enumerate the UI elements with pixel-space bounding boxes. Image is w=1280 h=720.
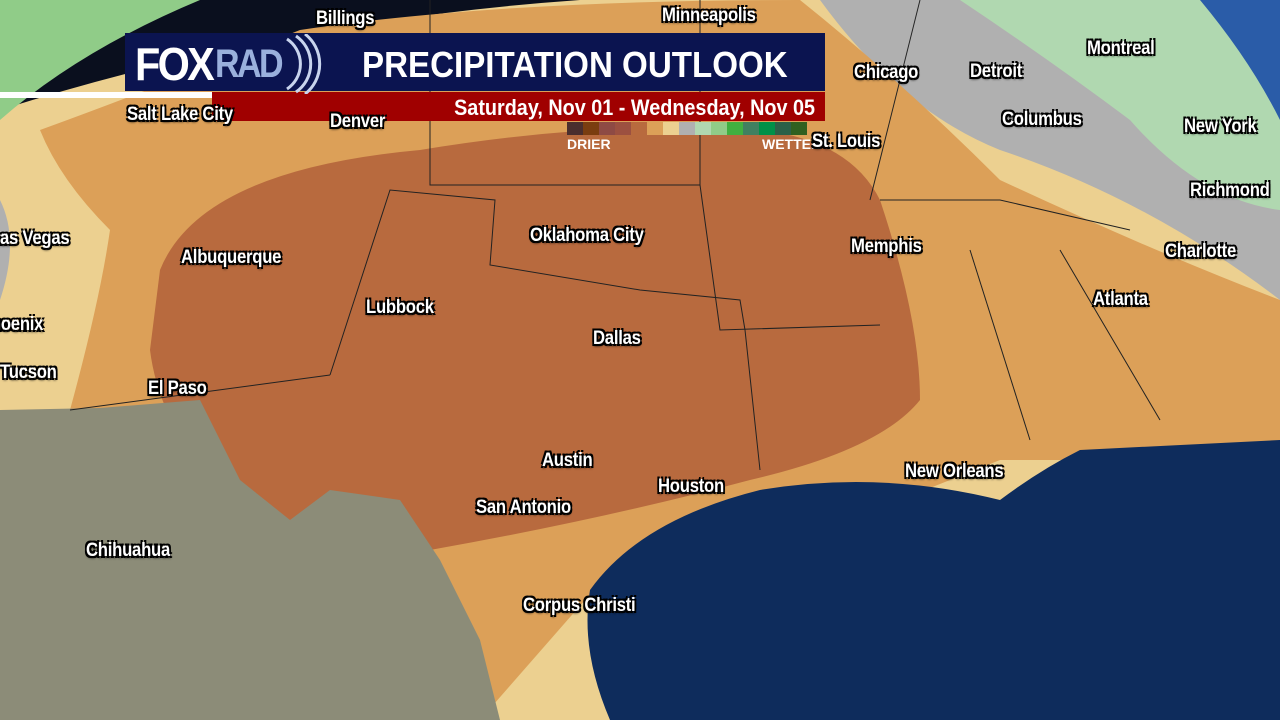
legend-wetter-label: WETTER <box>762 136 822 152</box>
city-label: Austin <box>542 450 593 471</box>
city-label: Houston <box>658 476 724 497</box>
city-label: Tucson <box>0 362 57 383</box>
city-label: San Antonio <box>476 497 571 518</box>
date-banner <box>212 92 825 121</box>
atlantic-ocean <box>1200 0 1280 120</box>
city-label: Corpus Christi <box>523 595 636 616</box>
wetter-region-north <box>0 0 200 120</box>
city-label: Dallas <box>593 328 641 349</box>
city-label: Montreal <box>1087 38 1155 59</box>
city-label: Memphis <box>851 236 922 257</box>
logo-rad: RAD <box>214 41 284 86</box>
wetter-region-northeast <box>960 0 1280 210</box>
city-label: Charlotte <box>1165 241 1237 262</box>
legend-swatch <box>759 122 775 135</box>
legend-swatch <box>583 122 599 135</box>
city-label: Phoenix <box>0 314 44 335</box>
city-label: Columbus <box>1002 109 1082 130</box>
page-title: PRECIPITATION OUTLOOK <box>362 44 788 85</box>
legend-swatch <box>647 122 663 135</box>
city-label: Richmond <box>1190 180 1270 201</box>
legend-swatch <box>615 122 631 135</box>
legend-drier-label: DRIER <box>567 136 611 152</box>
city-label: Salt Lake City <box>127 104 233 125</box>
city-label: Denver <box>330 111 386 132</box>
radar-waves-icon <box>286 34 322 94</box>
mexico-land <box>0 400 500 720</box>
legend-swatch <box>727 122 743 135</box>
legend-swatch <box>663 122 679 135</box>
title-banner <box>125 33 825 91</box>
city-label: Albuquerque <box>181 247 282 268</box>
city-label: New York <box>1184 116 1257 137</box>
city-label: Billings <box>316 8 375 29</box>
city-label: Chicago <box>854 62 919 83</box>
legend-swatch <box>791 122 807 135</box>
precipitation-legend <box>567 122 807 135</box>
city-label: Las Vegas <box>0 228 70 249</box>
date-range: Saturday, Nov 01 - Wednesday, Nov 05 <box>454 95 815 120</box>
legend-swatch <box>567 122 583 135</box>
city-label: Chihuahua <box>86 540 171 561</box>
city-label: St. Louis <box>812 131 881 152</box>
state-borders <box>69 0 1161 471</box>
foxrad-logo: FOX RAD <box>135 34 322 94</box>
legend-swatch <box>599 122 615 135</box>
near-normal-west <box>0 200 10 300</box>
gulf-of-mexico <box>587 440 1280 720</box>
city-label: El Paso <box>148 378 207 399</box>
city-label: Atlanta <box>1093 289 1148 310</box>
legend-swatch <box>775 122 791 135</box>
city-label: Oklahoma City <box>530 225 644 246</box>
city-label: Lubbock <box>366 297 434 318</box>
much-drier-region <box>150 127 920 552</box>
city-label: New Orleans <box>905 461 1004 482</box>
city-label: Minneapolis <box>662 5 756 26</box>
legend-swatch <box>743 122 759 135</box>
legend-swatch <box>679 122 695 135</box>
legend-swatch <box>695 122 711 135</box>
city-label: Detroit <box>970 61 1023 82</box>
logo-fox: FOX <box>135 38 215 90</box>
header-accent-strip <box>0 92 212 98</box>
legend-swatch <box>631 122 647 135</box>
legend-swatch <box>711 122 727 135</box>
